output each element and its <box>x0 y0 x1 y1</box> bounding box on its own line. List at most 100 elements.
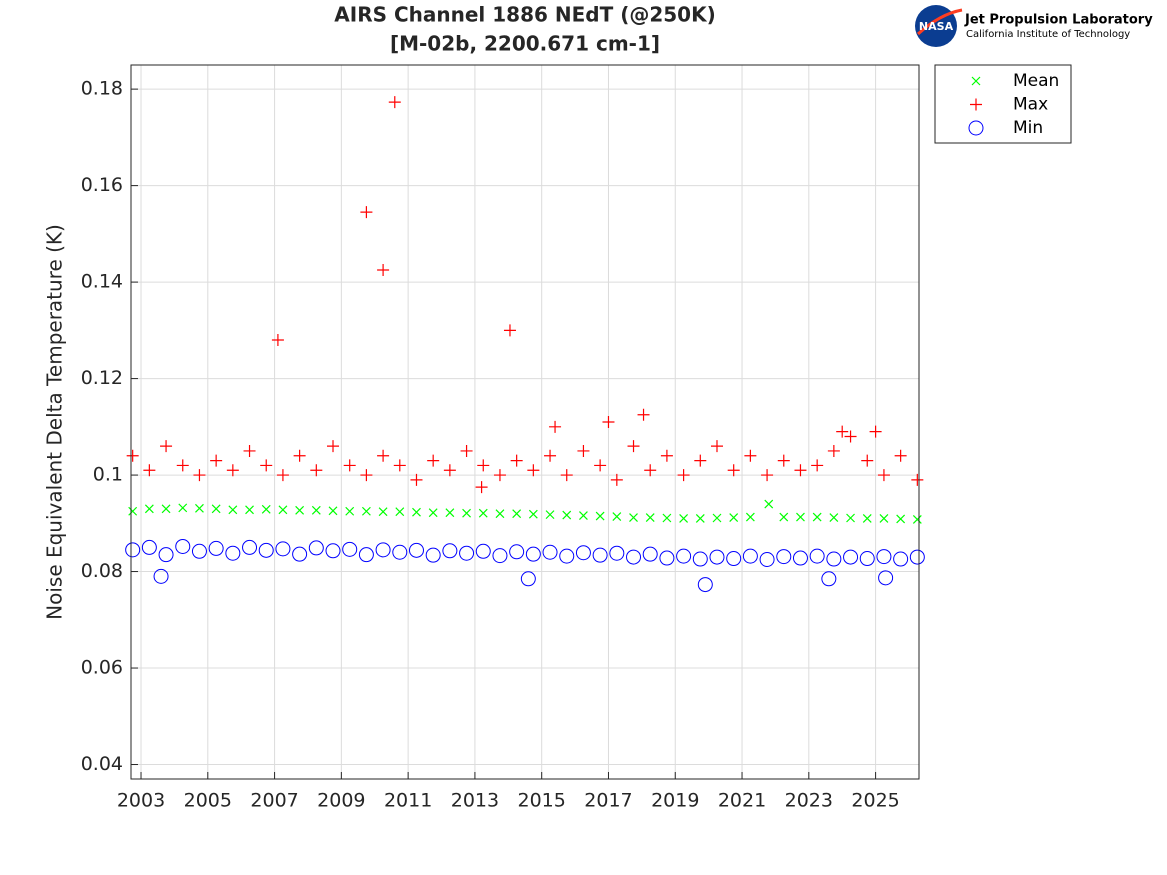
plot-frame <box>130 64 920 780</box>
marker-circle <box>158 547 174 563</box>
marker-x <box>278 505 288 515</box>
marker-x <box>445 508 455 518</box>
marker-x <box>729 513 739 522</box>
marker-circle <box>525 546 541 562</box>
legend-label: Min <box>1013 118 1043 138</box>
marker-x <box>345 506 355 516</box>
y-axis-label: Noise Equivalent Delta Temperature (K) <box>43 224 67 620</box>
marker-circle <box>542 544 558 560</box>
x-tick-label: 2025 <box>851 790 899 812</box>
logo: NASA Jet Propulsion Laboratory Californi… <box>915 5 1153 47</box>
y-tick-label: 0.14 <box>81 271 123 293</box>
marker-plus <box>243 444 256 457</box>
marker-x <box>395 507 405 517</box>
chart-title: AIRS Channel 1886 NEdT (@250K) <box>334 3 715 27</box>
marker-circle <box>442 543 458 559</box>
marker-circle <box>392 544 408 560</box>
marker-x <box>295 505 305 515</box>
marker-circle <box>408 542 424 558</box>
marker-plus <box>260 459 273 472</box>
x-tick-label: 2017 <box>584 790 632 812</box>
marker-plus <box>271 333 284 346</box>
marker-circle <box>776 549 792 565</box>
marker-plus <box>970 98 982 111</box>
marker-x <box>912 515 922 524</box>
marker-plus <box>460 444 473 457</box>
marker-x <box>361 506 371 516</box>
marker-circle <box>878 570 894 586</box>
marker-plus <box>827 444 840 457</box>
marker-circle <box>191 543 207 559</box>
marker-x <box>595 511 605 521</box>
marker-x <box>161 504 171 514</box>
marker-plus <box>694 454 707 467</box>
marker-plus <box>610 473 623 486</box>
marker-circle <box>575 545 591 561</box>
marker-x <box>579 511 588 521</box>
marker-x <box>528 509 538 519</box>
marker-x <box>562 510 572 520</box>
marker-plus <box>544 449 557 462</box>
marker-plus <box>744 449 757 462</box>
marker-circle <box>843 549 859 565</box>
marker-circle <box>175 538 191 554</box>
legend-label: Mean <box>1013 71 1059 91</box>
marker-plus <box>869 425 882 438</box>
y-tick-label: 0.06 <box>81 657 123 679</box>
marker-circle <box>242 539 258 555</box>
marker-circle <box>492 548 508 564</box>
marker-plus <box>894 449 907 462</box>
grid <box>131 65 919 779</box>
marker-circle <box>809 548 825 564</box>
marker-circle <box>893 551 909 567</box>
marker-x <box>545 510 555 520</box>
marker-plus <box>377 264 390 277</box>
logo-swoosh <box>916 8 963 36</box>
marker-plus <box>549 420 562 433</box>
marker-plus <box>911 473 924 486</box>
marker-x <box>512 509 522 519</box>
marker-plus <box>660 449 673 462</box>
marker-x <box>679 514 689 523</box>
marker-circle <box>726 551 742 567</box>
marker-plus <box>360 206 373 219</box>
marker-plus <box>510 454 523 467</box>
marker-plus <box>388 96 401 109</box>
marker-plus <box>276 469 289 482</box>
marker-plus <box>160 440 173 453</box>
marker-x <box>764 499 774 509</box>
marker-plus <box>443 464 456 477</box>
x-tick-label: 2005 <box>184 790 232 812</box>
marker-x <box>779 512 789 522</box>
marker-x <box>328 506 338 516</box>
marker-circle <box>292 546 308 562</box>
marker-circle <box>375 542 391 558</box>
marker-circle <box>358 547 374 563</box>
marker-circle <box>626 549 642 565</box>
marker-plus <box>343 459 356 472</box>
logo-affiliation: California Institute of Technology <box>966 29 1130 40</box>
x-tick-label: 2013 <box>451 790 499 812</box>
marker-circle <box>642 546 658 562</box>
marker-circle <box>559 548 575 564</box>
marker-circle <box>425 547 441 563</box>
marker-plus <box>627 440 640 453</box>
x-tick-label: 2009 <box>317 790 365 812</box>
marker-x <box>462 508 471 518</box>
x-tick-label: 2011 <box>384 790 432 812</box>
marker-x <box>245 505 254 515</box>
x-tick-label: 2019 <box>651 790 699 812</box>
marker-plus <box>844 430 857 443</box>
marker-x <box>796 512 805 522</box>
marker-x <box>745 512 755 522</box>
marker-circle <box>258 542 274 558</box>
marker-plus <box>577 444 590 457</box>
marker-circle <box>609 545 625 561</box>
marker-circle <box>876 549 892 565</box>
x-tick-label: 2003 <box>117 790 165 812</box>
marker-plus <box>176 459 189 472</box>
marker-x <box>695 514 705 523</box>
x-tick-label: 2023 <box>785 790 833 812</box>
marker-x <box>378 507 388 517</box>
